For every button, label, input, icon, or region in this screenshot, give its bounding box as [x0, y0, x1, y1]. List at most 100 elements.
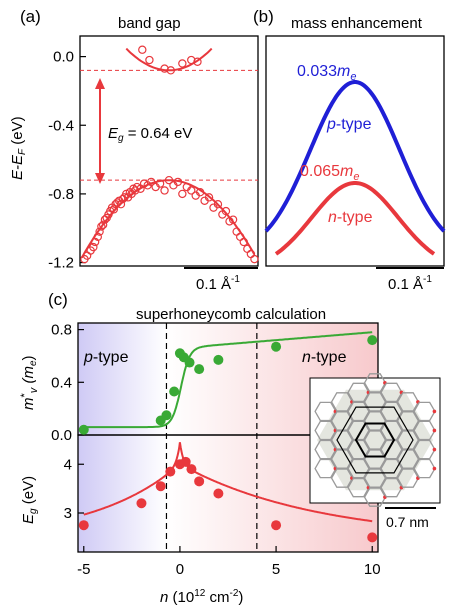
- red-mass-value: 0.065: [300, 163, 340, 180]
- panel-c-top-y-ticks: 0.0 0.4 0.8: [51, 322, 84, 444]
- a-ytick-label: -1.2: [48, 255, 74, 272]
- c-top-ytick-label: 0.4: [51, 374, 72, 391]
- b-scale-main: 0.1 Å: [388, 276, 423, 293]
- valence-point: [187, 186, 196, 195]
- c-xtick-label: -5: [77, 561, 90, 578]
- panel-b-title: mass enhancement: [291, 15, 423, 32]
- valence-point: [213, 200, 223, 209]
- lattice-hexagon: [363, 392, 387, 412]
- valence-point: [89, 242, 98, 252]
- red-mass-label: 0.065me: [300, 163, 360, 183]
- valence-point: [243, 244, 252, 254]
- panel-c-label: (c): [48, 290, 68, 309]
- valence-point: [90, 237, 100, 247]
- valence-point: [228, 215, 238, 224]
- lattice-hexagon: [396, 430, 420, 450]
- red-mass-e: e: [353, 171, 359, 183]
- c-bot-ytick-label: 3: [64, 505, 72, 522]
- a-scale-sup: -1: [231, 274, 240, 285]
- lattice-hexagon: [347, 401, 370, 422]
- c-x-cmexp: -2: [230, 588, 239, 599]
- c-top-y-unit-e: e: [28, 360, 39, 366]
- gap-point: [213, 488, 224, 499]
- lattice-edge-atom: [432, 466, 437, 471]
- conduction-fit-line: [125, 47, 213, 72]
- gap-point: [194, 476, 205, 487]
- ptype-label-b: p-type: [326, 116, 372, 133]
- lattice-hexagon: [330, 411, 354, 431]
- panel-c-bottom-plot: [78, 442, 378, 543]
- gap-arrow-head-up: [95, 78, 105, 89]
- a-ytick-label: -0.8: [48, 186, 74, 203]
- valence-point: [160, 186, 169, 195]
- lattice-hexagon: [413, 439, 436, 460]
- panel-b-scale-label: 0.1 Å-1: [388, 274, 432, 293]
- conduction-point: [138, 45, 147, 54]
- conduction-point: [178, 59, 187, 68]
- lattice-hexagon: [413, 401, 436, 422]
- lattice-hexagon: [330, 449, 354, 469]
- lattice-edge-atom: [432, 409, 437, 414]
- a-y-sub1: -E: [9, 154, 26, 170]
- valence-point: [250, 254, 259, 264]
- panel-c-title: superhoneycomb calculation: [136, 306, 326, 323]
- valence-point: [155, 179, 165, 188]
- lattice-hexagon: [314, 420, 337, 441]
- lattice-hexagon: [380, 477, 403, 498]
- eg-annotation: Eg = 0.64 eV: [108, 125, 192, 144]
- gap-point: [186, 464, 197, 475]
- c-x-axis-label: n (1012 cm-2): [160, 588, 243, 606]
- mass-point: [194, 364, 205, 375]
- blue-mass-e: e: [350, 71, 356, 83]
- lattice-hexagon: [314, 458, 337, 479]
- panel-a-scale-label: 0.1 Å-1: [196, 274, 240, 293]
- gap-point: [136, 498, 147, 509]
- inset-scale-label: 0.7 nm: [386, 514, 429, 530]
- panel-b-blue-curve: [264, 80, 446, 233]
- inset-lattice: [314, 373, 437, 507]
- eg-label: E: [108, 125, 119, 142]
- valence-point: [98, 220, 108, 230]
- gap-point: [78, 520, 89, 531]
- c-bot-y-g: g: [28, 508, 39, 514]
- gap-point: [367, 532, 378, 543]
- ptype-label-c: p-type: [83, 349, 129, 366]
- b-ptype-italic: p: [326, 116, 336, 133]
- mass-point: [213, 354, 224, 365]
- conduction-point: [160, 64, 169, 73]
- panel-a: 0.0-0.4-0.8-1.2 E-EF (eV) Eg = 0.64 eV 0…: [9, 35, 259, 293]
- c-bot-y-axis-label: Eg (eV): [20, 476, 39, 524]
- dashed-lines: [165, 323, 258, 552]
- c-x-close: ): [238, 589, 243, 606]
- a-ytick-label: -0.4: [48, 117, 74, 134]
- c-top-y-close: ): [20, 355, 37, 360]
- lattice-hexagon: [363, 373, 387, 393]
- valence-point: [239, 237, 248, 247]
- lattice-hexagon: [396, 411, 420, 431]
- valence-point: [116, 200, 126, 209]
- valence-point: [195, 187, 205, 197]
- lattice-hexagon: [380, 458, 403, 479]
- panel-c-top-plot: [78, 331, 378, 435]
- lattice-edge-atom: [432, 428, 437, 433]
- panel-c: 0.00.40.8 34 -5 0 5 10 p-type n-type m*v (m…: [19, 322, 441, 606]
- eg-sub: g: [118, 133, 124, 144]
- c-x-cm: cm: [205, 589, 229, 606]
- panel-c-bottom-y-ticks: 34: [64, 456, 84, 522]
- lattice-hexagon: [314, 439, 337, 460]
- valence-point: [93, 232, 103, 242]
- panel-b-red-curve: [274, 181, 436, 256]
- gap-point: [165, 466, 176, 477]
- c-ntype-suffix: -type: [311, 349, 347, 366]
- c-top-y-v: v: [28, 386, 40, 393]
- lattice-hexagon: [363, 411, 387, 431]
- lattice-hexagon: [347, 439, 370, 460]
- b-ntype-suffix: -type: [337, 209, 373, 226]
- superhoneycomb-inset: 0.7 nm: [309, 373, 441, 530]
- lattice-hexagon: [413, 420, 436, 441]
- inset-lattice-bg: [317, 389, 433, 491]
- valence-point: [164, 175, 174, 185]
- lattice-hexagon: [363, 449, 387, 469]
- red-mass-m: m: [340, 163, 353, 180]
- c-top-y-unit-m: (m: [20, 366, 37, 388]
